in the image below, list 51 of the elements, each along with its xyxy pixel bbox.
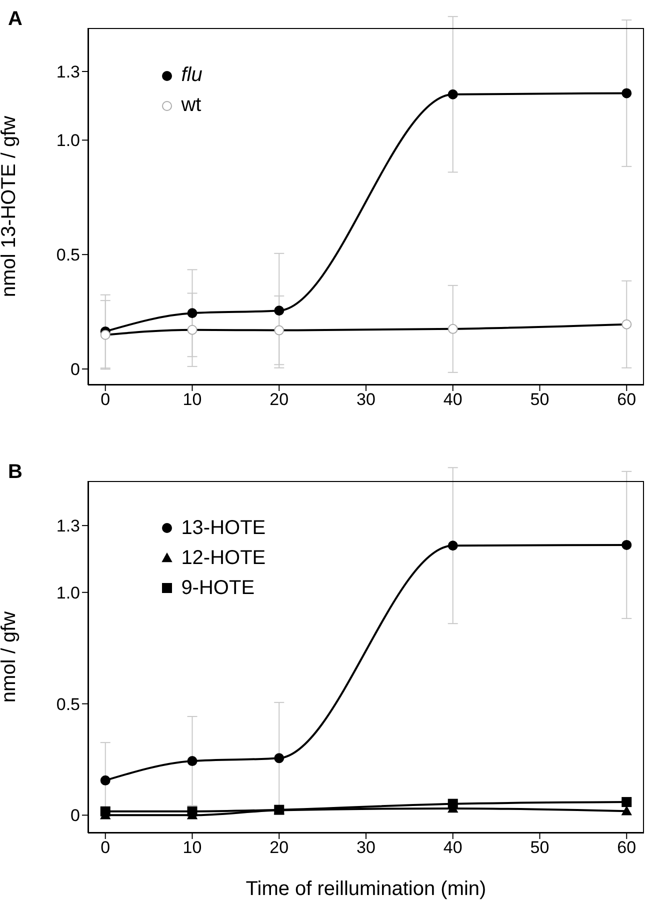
chart-title: A xyxy=(8,8,22,31)
point xyxy=(622,319,632,330)
point xyxy=(622,88,632,98)
y-axis-title: nmol 13-HOTE / gfw xyxy=(0,115,20,298)
x-tick-label: 10 xyxy=(182,390,202,410)
legend-label: 9-HOTE xyxy=(181,576,255,600)
legend-label: 13-HOTE xyxy=(181,516,266,540)
x-tick-label: 0 xyxy=(100,838,110,858)
y-tick-label: 1.3 xyxy=(56,62,80,82)
x-axis-title: Time of reillumination (min) xyxy=(246,878,486,900)
point xyxy=(187,308,198,318)
point xyxy=(274,306,284,316)
legend-label: flu xyxy=(181,64,202,88)
chart-title: B xyxy=(8,461,22,484)
x-tick-label: 10 xyxy=(182,838,202,858)
point xyxy=(187,324,198,335)
legend-label: wt xyxy=(181,94,202,118)
x-tick-label: 20 xyxy=(270,838,289,858)
point xyxy=(448,540,458,551)
point xyxy=(274,753,284,764)
x-tick-label: 50 xyxy=(530,838,550,858)
point xyxy=(448,798,458,809)
point xyxy=(187,806,198,816)
point xyxy=(622,797,632,808)
x-tick-label: 40 xyxy=(443,838,462,858)
point xyxy=(622,540,632,550)
point xyxy=(448,324,458,334)
y-axis-title: nmol / gfw xyxy=(0,610,20,703)
point xyxy=(622,806,632,816)
x-tick-label: 0 xyxy=(100,390,110,410)
x-tick-label: 60 xyxy=(617,838,636,858)
x-tick-label: 40 xyxy=(443,390,462,410)
y-tick-label: 1.0 xyxy=(56,583,80,602)
y-tick-label: 0.5 xyxy=(56,246,80,265)
x-tick-label: 30 xyxy=(356,838,376,858)
y-tick-label: 1.0 xyxy=(56,131,80,150)
y-tick-label: 0 xyxy=(70,360,80,380)
point xyxy=(100,775,110,786)
point xyxy=(187,756,198,766)
x-tick-label: 30 xyxy=(356,390,376,410)
point xyxy=(274,325,284,336)
x-tick-label: 20 xyxy=(270,390,289,410)
point xyxy=(448,89,458,100)
x-tick-label: 50 xyxy=(530,390,550,410)
point xyxy=(100,330,110,340)
y-tick-label: 1.3 xyxy=(56,516,80,536)
x-tick-label: 60 xyxy=(617,390,636,410)
legend-label: 12-HOTE xyxy=(181,546,266,570)
y-tick-label: 0.5 xyxy=(56,694,80,714)
point xyxy=(100,806,110,816)
y-tick-label: 0 xyxy=(70,806,80,826)
